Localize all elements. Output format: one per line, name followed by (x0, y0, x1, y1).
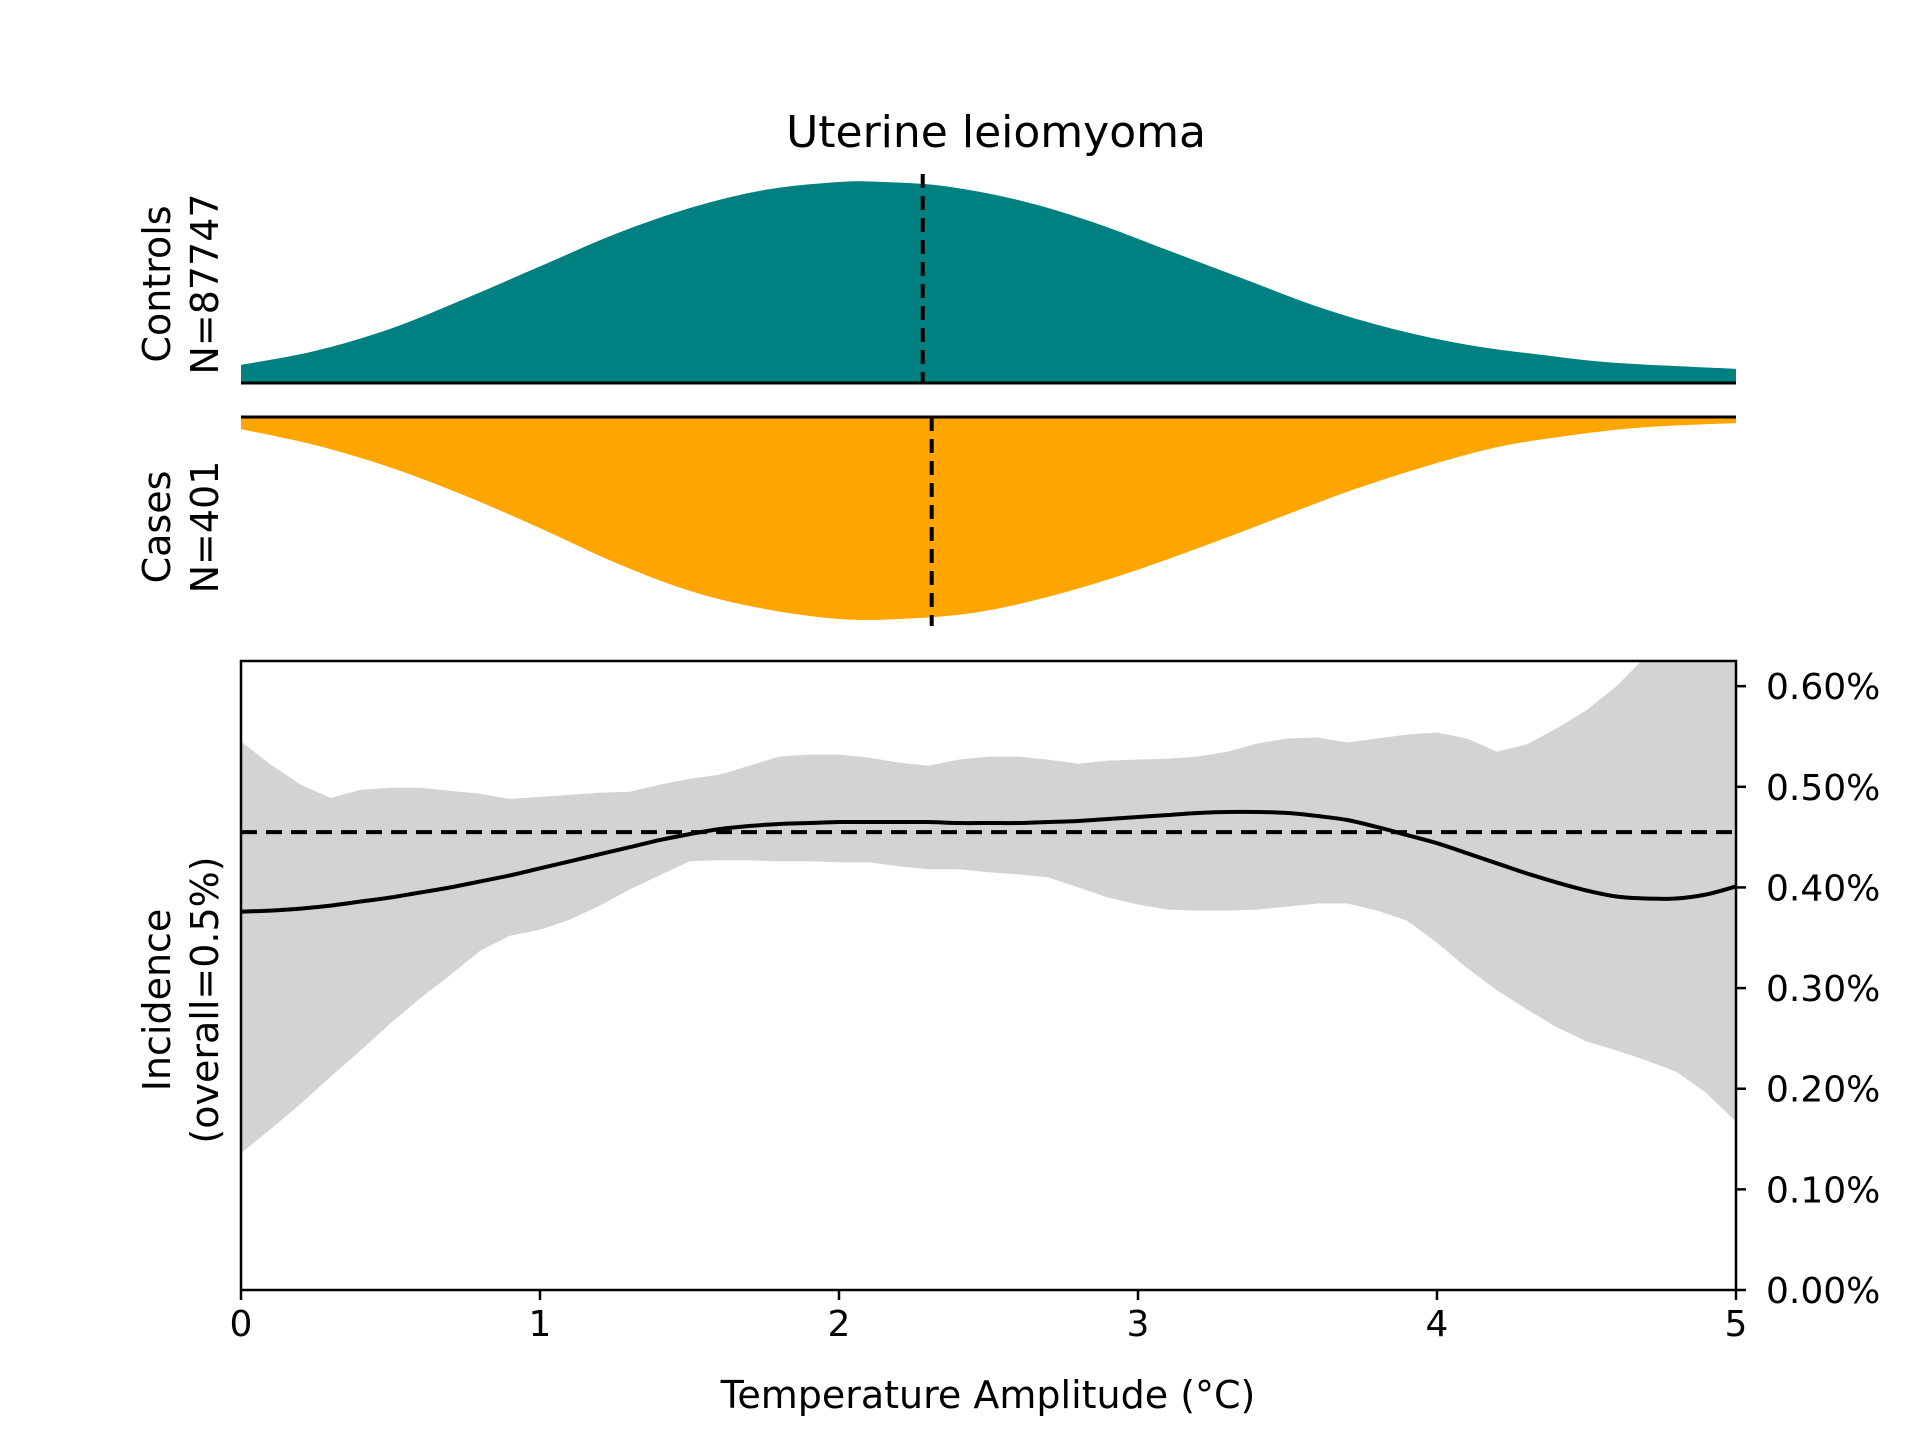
y-tick-label: 0.00% (1766, 1271, 1880, 1312)
cases-count-label: N=401 (183, 461, 227, 594)
x-tick-label: 4 (1426, 1304, 1449, 1345)
x-tick-label: 3 (1127, 1304, 1150, 1345)
confidence-band (241, 661, 1736, 1154)
cases-panel: Cases N=401 (135, 415, 1736, 626)
y-axis-label: Incidence (135, 909, 179, 1092)
x-axis: 0 1 2 3 4 5 (230, 1290, 1748, 1345)
y-tick-label: 0.60% (1766, 667, 1880, 708)
y-tick-label: 0.20% (1766, 1070, 1880, 1111)
x-tick-label: 5 (1725, 1304, 1748, 1345)
y-tick-label: 0.50% (1766, 768, 1880, 809)
chart-title: Uterine leiomyoma (786, 107, 1206, 158)
cases-label: Cases (135, 471, 179, 584)
cases-density-area (241, 417, 1736, 621)
x-axis-label: Temperature Amplitude (°C) (720, 1373, 1256, 1417)
y-tick-label: 0.40% (1766, 868, 1880, 909)
controls-count-label: N=87747 (183, 193, 227, 374)
y-tick-label: 0.30% (1766, 969, 1880, 1010)
y-tick-label: 0.10% (1766, 1170, 1880, 1211)
controls-panel: Controls N=87747 (135, 174, 1736, 385)
y-axis-right: 0.00% 0.10% 0.20% 0.30% 0.40% 0.50% 0.60% (1736, 667, 1880, 1312)
controls-density-area (241, 181, 1736, 383)
x-tick-label: 2 (828, 1304, 851, 1345)
incidence-estimate-line (241, 809, 1736, 914)
incidence-axes-frame (239, 659, 1738, 1292)
x-tick-label: 0 (230, 1304, 253, 1345)
controls-label: Controls (135, 205, 179, 362)
x-tick-label: 1 (529, 1304, 552, 1345)
y-axis-label-sub: (overall=0.5%) (183, 856, 227, 1143)
incidence-panel: 0 1 2 3 4 5 0.00% 0.10% 0.20% 0.30% 0.40% 0.50% 0.6… (135, 659, 1880, 1417)
